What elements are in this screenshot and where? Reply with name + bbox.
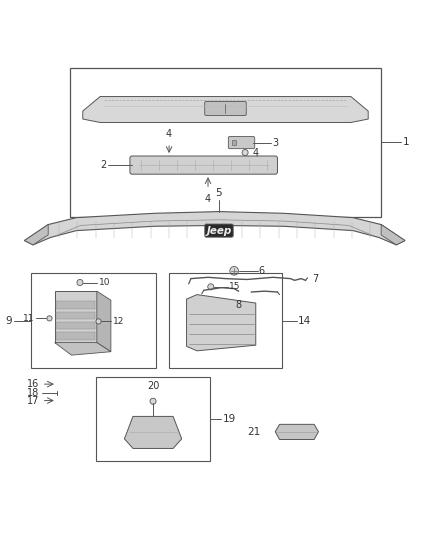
Text: 6: 6	[259, 266, 265, 276]
Text: 4: 4	[205, 193, 211, 204]
Text: 4: 4	[253, 148, 259, 158]
Bar	[57, 312, 95, 319]
Bar	[57, 302, 95, 309]
Text: 16: 16	[27, 379, 39, 389]
Circle shape	[150, 398, 156, 405]
Bar	[57, 332, 95, 340]
Text: 11: 11	[23, 314, 34, 323]
FancyBboxPatch shape	[130, 156, 277, 174]
Bar	[169, 273, 282, 368]
Polygon shape	[381, 224, 405, 245]
Polygon shape	[124, 416, 182, 448]
Text: 5: 5	[215, 188, 223, 198]
Bar	[96, 377, 210, 461]
Bar	[70, 68, 381, 217]
Text: 1: 1	[403, 137, 410, 147]
Text: 2: 2	[101, 160, 107, 170]
Text: 12: 12	[113, 317, 124, 326]
Circle shape	[208, 284, 214, 290]
Text: 7: 7	[312, 273, 318, 284]
Bar	[232, 140, 236, 146]
Circle shape	[242, 150, 248, 156]
Text: 15: 15	[230, 282, 241, 292]
Polygon shape	[275, 424, 318, 440]
Bar	[31, 273, 156, 368]
Polygon shape	[83, 96, 368, 123]
Polygon shape	[55, 343, 111, 355]
Text: 17: 17	[27, 395, 39, 406]
Polygon shape	[25, 212, 405, 245]
Circle shape	[77, 279, 83, 286]
Text: 9: 9	[6, 316, 12, 326]
Text: 4: 4	[166, 128, 172, 139]
FancyBboxPatch shape	[228, 136, 255, 149]
Text: Jeep: Jeep	[206, 225, 232, 236]
Text: 18: 18	[27, 388, 39, 398]
Text: 8: 8	[235, 300, 241, 310]
Circle shape	[47, 316, 52, 321]
Polygon shape	[55, 291, 97, 343]
Text: 14: 14	[298, 316, 311, 326]
Text: 10: 10	[99, 278, 110, 287]
Circle shape	[96, 319, 101, 324]
Polygon shape	[97, 291, 111, 352]
Text: 3: 3	[272, 138, 278, 148]
Polygon shape	[25, 224, 48, 245]
FancyBboxPatch shape	[205, 101, 246, 116]
Text: 19: 19	[223, 414, 236, 424]
Circle shape	[230, 266, 238, 275]
Bar	[57, 322, 95, 329]
Text: 21: 21	[247, 427, 260, 437]
Polygon shape	[187, 295, 256, 351]
Text: 20: 20	[147, 381, 159, 391]
